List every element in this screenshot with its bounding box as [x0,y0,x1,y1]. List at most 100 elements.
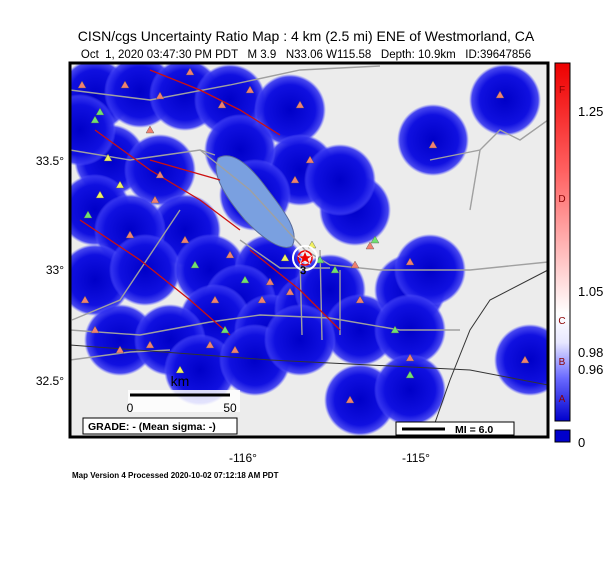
grade-letter: C [558,316,565,327]
station [125,230,135,239]
uncertainty-area [164,334,236,406]
station [115,180,125,189]
map-frame [68,61,550,439]
colorbar-label: 0.96 [578,362,603,377]
station [95,107,105,116]
colorbar-label: 0 [578,435,585,450]
grade-letter: A [559,394,566,405]
station [90,325,100,334]
station [257,295,267,304]
y-label: 33° [46,263,64,277]
x-label: -116° [229,451,257,465]
station [90,115,100,124]
station [190,260,200,269]
grade-letter: B [559,357,566,368]
station [350,260,360,269]
station [330,265,340,274]
station [210,295,220,304]
station [295,100,305,109]
uncertainty-area [374,354,446,426]
map: 3 km 0 50 GRADE: - (Mean sigma: -) MI = … [70,63,548,437]
station [115,345,125,354]
station [405,257,415,266]
uncertainty-area [304,144,376,216]
station [217,100,227,109]
station [103,153,113,162]
station [355,295,365,304]
footer: Map Version 4 Processed 2020-10-02 07:12… [72,471,279,480]
station [175,365,185,374]
station [155,170,165,179]
roads [70,65,548,361]
uncertainty-area [469,64,541,136]
station [405,353,415,362]
station [95,190,105,199]
station [405,370,415,379]
station [155,91,165,100]
scale-unit: km [171,373,190,389]
station [150,195,160,204]
station [205,340,215,349]
y-label: 32.5° [36,374,64,388]
station [220,325,230,334]
station [245,85,255,94]
grade-letter: F [559,85,565,96]
station [80,295,90,304]
station [225,250,235,259]
uncertainty-area [324,294,396,366]
station [240,275,250,284]
station [120,80,130,89]
station [365,241,375,250]
border [70,344,548,386]
uncertainty-area [397,104,469,176]
colorbar-label: 1.05 [578,284,603,299]
uncertainty-area [84,304,156,376]
stations [77,67,530,404]
scale-label: 50 [223,401,237,415]
station [83,210,93,219]
colorbar-label: 0.98 [578,345,603,360]
station [230,345,240,354]
station [280,253,290,262]
title: CISN/cgs Uncertainty Ratio Map : 4 km (2… [78,28,535,44]
legend: MI = 6.0 [455,424,493,436]
epicenter: 3 [292,245,318,277]
uncertainty-area [494,324,548,396]
uncertainty-areas [70,63,548,436]
station [180,235,190,244]
legend-box [395,421,515,436]
state-line [429,269,548,437]
uncertainty-area [109,234,181,306]
scale-label: 0 [127,401,134,415]
station [145,340,155,349]
station [145,125,155,134]
colorbar-label: 1.25 [578,104,603,119]
station [315,255,325,264]
faults [79,69,341,336]
station [77,80,87,89]
station [305,155,315,164]
grade-letter: D [558,194,565,205]
x-label: -115° [402,451,430,465]
uncertainty-area [124,134,196,206]
uncertainty-area [264,304,336,376]
grade-box [82,417,238,435]
colorbar [554,62,571,422]
station [290,175,300,184]
uncertainty-area [254,74,326,146]
station [520,355,530,364]
uncertainty-area [70,94,116,166]
station [390,325,400,334]
station-label: 3 [300,265,306,277]
station [495,90,505,99]
grade: GRADE: - (Mean sigma: -) [88,421,216,433]
station [265,277,275,286]
y-label: 33.5° [36,154,64,168]
station [285,287,295,296]
station [185,67,195,76]
station [428,140,438,149]
station [370,235,380,244]
station [345,395,355,404]
colorbar-zero [554,429,571,443]
